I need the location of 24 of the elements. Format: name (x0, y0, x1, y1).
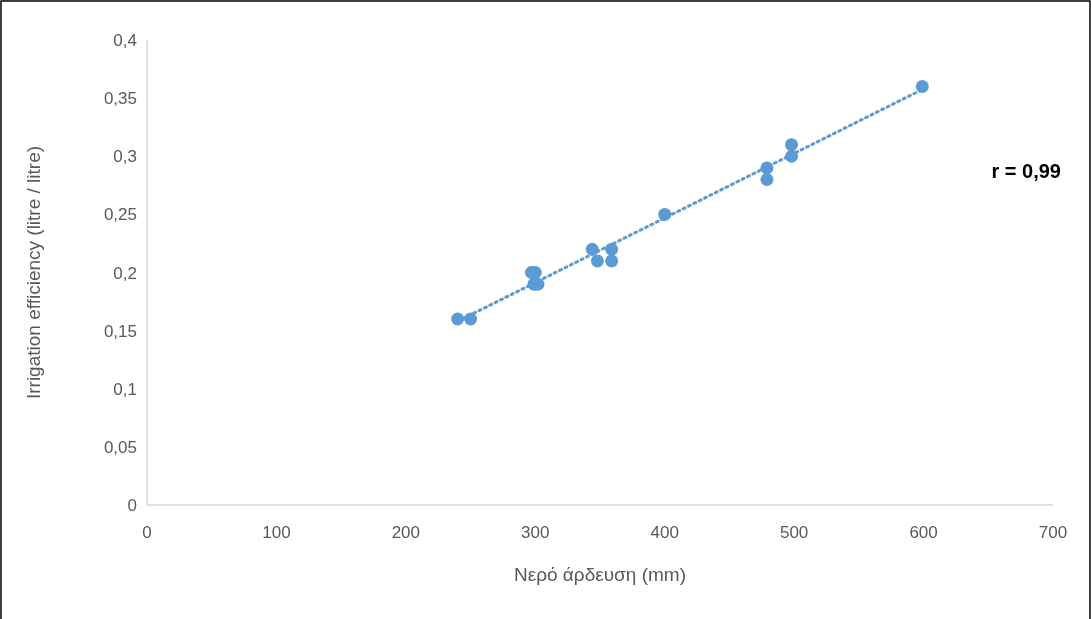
x-tick-label: 0 (142, 523, 152, 542)
x-tick-label: 200 (391, 523, 421, 542)
annotation: r = 0,99 (991, 160, 1061, 182)
x-tick-label: 700 (1038, 523, 1068, 542)
x-tick-label: 300 (521, 523, 550, 542)
point (785, 138, 799, 152)
y-tick-label: 0,05 (103, 437, 137, 457)
y-axis-title: Irrigation efficiency (litre / litre) (23, 145, 44, 400)
point (590, 254, 604, 268)
x-tick-label: 100 (262, 523, 291, 542)
x-tick-label: 500 (779, 523, 809, 542)
point (605, 254, 619, 268)
y-tick-label: 0,4 (113, 31, 137, 50)
y-tick-label: 0,25 (103, 205, 137, 225)
y-tick-label: 0,2 (113, 263, 137, 283)
y-tick-label: 0,15 (103, 321, 137, 341)
y-tick-label: 0,35 (103, 89, 137, 109)
y-tick-label: 0,1 (113, 379, 137, 399)
y-tick-label: 0,3 (113, 147, 137, 167)
x-tick-label: 600 (909, 523, 938, 542)
x-tick-label: 400 (650, 523, 679, 542)
y-tick-label: 0 (127, 496, 137, 515)
point (760, 173, 774, 186)
x-axis-title: Νερό άρδευση (mm) (514, 564, 686, 585)
